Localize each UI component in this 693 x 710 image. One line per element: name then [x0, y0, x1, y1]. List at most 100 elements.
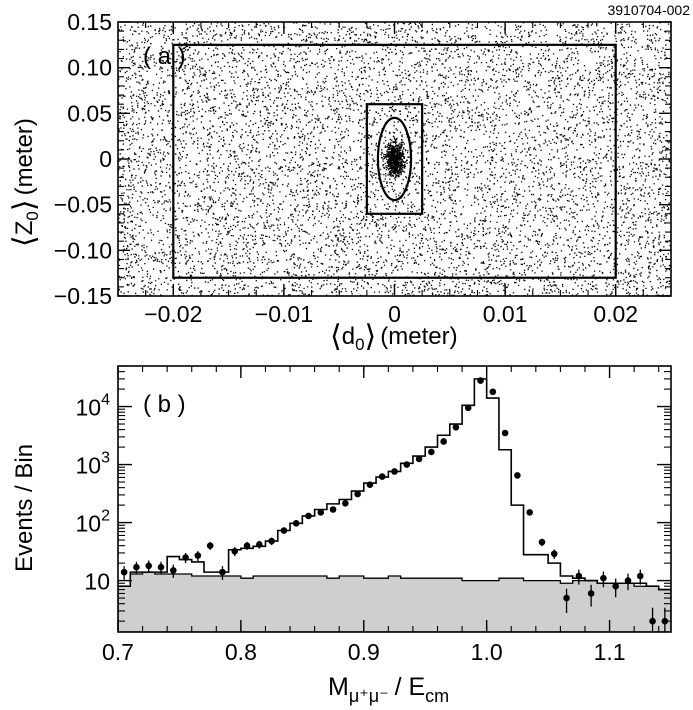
- data-point: [342, 499, 349, 507]
- data-point: [391, 468, 398, 475]
- data-point: [501, 429, 509, 437]
- scatter-dots: [118, 22, 671, 296]
- data-point: [526, 509, 533, 516]
- panel-b-y-tick-exp: 2: [101, 508, 110, 525]
- data-point: [317, 509, 325, 516]
- data-point: [489, 388, 497, 396]
- data-point: [292, 520, 300, 527]
- data-point: [452, 423, 460, 431]
- panel-a-ylabel-prefix: Z: [11, 221, 38, 236]
- data-point: [477, 377, 484, 384]
- panel-b-xlabel-tail: / E: [395, 673, 426, 701]
- data-point: [243, 542, 251, 549]
- panel-b-y-tick-exp: 3: [101, 450, 110, 467]
- data-point: [514, 472, 521, 479]
- panel-a-y-tick-label: −0.10: [54, 237, 112, 263]
- panel-a-y-tick-label: 0.15: [67, 9, 112, 35]
- panel-b-y-tick-exp: 4: [101, 392, 110, 409]
- data-point: [206, 542, 214, 549]
- panel-b-x-ticks: 0.7 0.8 0.9 1.0 1.1: [102, 366, 660, 665]
- data-point: [440, 438, 447, 445]
- panel-a-xlabel: ⟨d0⟩ (meter): [330, 320, 458, 354]
- data-point: [170, 567, 177, 574]
- data-point: [464, 404, 472, 412]
- data-point: [612, 582, 619, 590]
- data-point: [145, 562, 153, 570]
- inner-cut-box: [365, 103, 424, 215]
- panel-b-y-tick-label: 10: [84, 569, 110, 595]
- data-point: [133, 563, 140, 571]
- data-points: [120, 377, 669, 632]
- panel-a-y-tick-label: 0.05: [67, 100, 112, 126]
- panel-b-x-tick-label: 0.7: [102, 639, 134, 665]
- data-point: [329, 506, 337, 513]
- panel-a-x-tick-label: −0.01: [255, 301, 313, 327]
- panel-b-y-tick-label: 103: [76, 450, 111, 479]
- data-point: [157, 563, 165, 571]
- panel-a-y-tick-label: 0.10: [67, 55, 112, 81]
- data-point: [428, 448, 435, 456]
- data-point: [305, 512, 312, 520]
- data-point: [587, 590, 595, 597]
- panel-a-xlabel-sub: 0: [355, 335, 364, 354]
- panel-a-points: [118, 22, 671, 296]
- outer-cut-box: [172, 43, 617, 279]
- panel-b-y-tick-label: 102: [76, 508, 111, 537]
- data-point: [636, 572, 644, 580]
- panel-b-y-tick-label: 104: [76, 392, 111, 421]
- data-point: [182, 554, 189, 561]
- data-point: [538, 538, 546, 546]
- panel-b-frame: [117, 365, 672, 633]
- panel-b-xlabel-main: M: [328, 673, 349, 701]
- data-point: [268, 537, 275, 545]
- panel-b-y-tick-base: 10: [76, 511, 102, 537]
- panel-a-x-tick-label: −0.02: [144, 301, 202, 327]
- panel-b-x-tick-label: 1.1: [594, 639, 626, 665]
- panel-a-ylabel-sub: 0: [23, 211, 42, 220]
- panel-a-ylabel: ⟨Z0⟩(meter): [8, 118, 42, 247]
- panel-b-x-tick-label: 0.8: [225, 639, 257, 665]
- panel-a: −0.02 −0.01 0 0.01 0.02 0.15 0.10 0.05 0 −0.05 −0…: [8, 9, 672, 354]
- data-point: [624, 577, 632, 584]
- panel-a-y-tick-label: −0.05: [54, 192, 112, 218]
- panel-a-label: ( a ): [143, 43, 186, 70]
- data-point: [231, 547, 239, 555]
- data-point: [366, 481, 374, 488]
- data-point: [354, 490, 361, 498]
- panel-a-x-tick-label: 0.02: [593, 301, 638, 327]
- data-point: [219, 568, 226, 576]
- figure-id: 3910704-002: [607, 2, 690, 18]
- monte-carlo-histogram: [118, 378, 671, 591]
- data-point: [563, 594, 570, 602]
- data-point: [378, 473, 386, 480]
- data-point: [575, 572, 583, 580]
- signal-ellipse: [376, 116, 413, 202]
- data-point: [256, 541, 263, 548]
- panel-b-x-tick-label: 1.0: [471, 639, 503, 665]
- panel-b-xlabel-sub: μ⁺μ⁻: [349, 686, 389, 706]
- panel-a-y-tick-label: −0.15: [54, 283, 112, 309]
- panel-b-x-tick-label: 0.9: [348, 639, 380, 665]
- panel-a-ylabel-unit: (meter): [11, 118, 38, 195]
- panel-b-label: ( b ): [143, 391, 186, 418]
- data-point: [415, 455, 423, 463]
- panel-b-y-tick-base: 10: [76, 395, 102, 421]
- data-point: [600, 574, 607, 582]
- data-point: [403, 461, 411, 468]
- data-point: [120, 568, 128, 576]
- panel-b-y-tick-base: 10: [76, 453, 102, 479]
- panel-a-x-tick-label: 0.01: [483, 301, 528, 327]
- data-point: [649, 617, 656, 625]
- panel-a-x-tick-label: 0: [388, 301, 401, 327]
- panel-b-ylabel: Events / Bin: [11, 444, 38, 572]
- data-point: [280, 527, 288, 534]
- data-point: [550, 550, 558, 558]
- panel-a-y-ticks: 0.15 0.10 0.05 0 −0.05 −0.10 −0.15: [54, 9, 671, 309]
- panel-b-xlabel-tail-sub: cm: [425, 686, 449, 706]
- panel-b-xlabel: Mμ⁺μ⁻ / Ecm: [328, 673, 449, 706]
- panel-a-y-tick-label: 0: [99, 146, 112, 172]
- panel-a-xlabel-prefix: d: [342, 323, 355, 350]
